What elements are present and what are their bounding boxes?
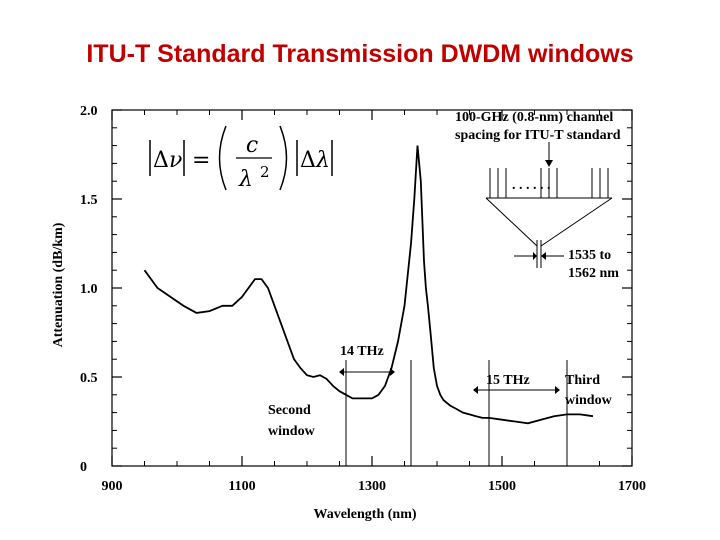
- x-tick-label: 1100: [228, 479, 255, 494]
- arrow-15-thz: [473, 386, 560, 394]
- range-label-line2: 1562 nm: [568, 266, 619, 281]
- range-label-line1: 1535 to: [568, 248, 611, 263]
- arrow-14-thz: [339, 368, 395, 376]
- delta-frequency-formula: Δ ν = c λ 2 Δ λ: [149, 125, 333, 192]
- third-window-label-line1: Third: [565, 373, 600, 388]
- plot-frame: [111, 109, 633, 467]
- second-window-label-line1: Second: [268, 403, 311, 418]
- svg-text:λ: λ: [238, 167, 253, 192]
- y-tick-label: 0.5: [80, 371, 98, 386]
- channel-dots: . . . . . .: [512, 178, 551, 193]
- second-window-label-line2: window: [268, 424, 316, 439]
- slide-title: ITU-T Standard Transmission DWDM windows: [86, 40, 634, 68]
- svg-text:ν: ν: [169, 148, 182, 173]
- window-marker-lines: [345, 360, 568, 466]
- y-tick-label: 0: [80, 460, 87, 475]
- svg-text:=: =: [192, 148, 210, 173]
- svg-text:c: c: [246, 133, 258, 158]
- y-tick-label: 2.0: [80, 104, 98, 119]
- channel-spacing-note-line2: spacing for ITU-T standard: [455, 128, 621, 143]
- x-tick-label: 900: [102, 479, 123, 494]
- channel-spacing-note-line1: 100-GHz (0.8-nm) channel: [455, 110, 613, 125]
- x-tick-labels: 900 1100 1300 1500 1700: [102, 479, 647, 494]
- svg-text:2: 2: [260, 163, 270, 181]
- y-tick-label: 1.5: [80, 193, 98, 208]
- major-ticks: [111, 109, 633, 467]
- label-14-thz: 14 THz: [340, 344, 384, 359]
- svg-text:Δ: Δ: [300, 148, 316, 173]
- svg-text:Δ: Δ: [153, 148, 169, 173]
- label-15-thz: 15 THz: [486, 373, 530, 388]
- y-tick-label: 1.0: [80, 282, 98, 297]
- x-axis-title: Wavelength (nm): [313, 507, 416, 522]
- minor-ticks: [111, 109, 633, 467]
- third-window-label-line2: window: [565, 393, 613, 408]
- svg-text:λ: λ: [315, 148, 330, 173]
- x-tick-label: 1500: [488, 479, 516, 494]
- y-axis-title: Attenuation (dB/km): [51, 222, 66, 347]
- y-tick-labels: 0 0.5 1.0 1.5 2.0: [80, 104, 98, 475]
- channel-spacing-diagram: [485, 142, 613, 268]
- attenuation-curve: [143, 145, 594, 425]
- x-tick-label: 1700: [618, 479, 646, 494]
- x-tick-label: 1300: [358, 479, 386, 494]
